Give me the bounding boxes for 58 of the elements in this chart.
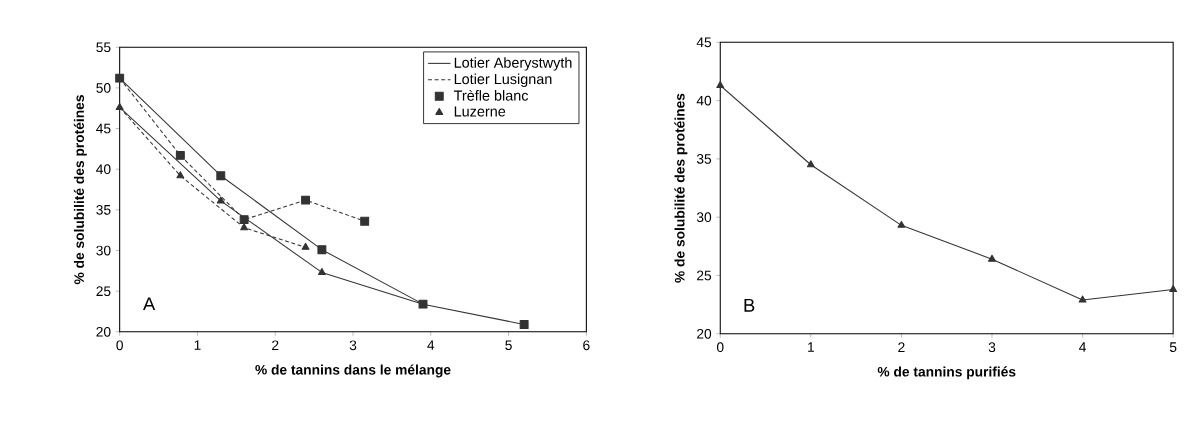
y-tick-label: 40 [696,95,712,106]
y-tick-label: 25 [697,270,712,281]
point [301,195,311,205]
point [239,215,249,224]
legend-label: Trèfle blanc [453,89,529,101]
point [115,102,124,110]
y-axis-title: % de solubilité des protéines [73,94,87,285]
legend-label: Lotier Lusignan [454,73,552,87]
x-axis-title: % de tannins purifiés [877,366,1016,380]
y-tick-label: 20 [96,326,111,337]
y-axis-title: % de solubilité des protéines [674,93,688,283]
x-axis-title: % de tannins dans le mélange [255,364,451,378]
point [988,254,996,262]
y-tick-label: 30 [696,212,712,222]
x-tick-label: 2 [272,340,279,350]
point [360,216,370,226]
point [418,299,428,309]
y-tick-label: 50 [96,82,111,93]
point [317,245,327,255]
x-tick-label: 4 [1079,342,1086,352]
annotation: B [744,298,755,312]
point [519,319,529,329]
point [175,150,185,160]
y-tick-label: 30 [96,245,111,256]
y-tick-label: 25 [96,286,111,296]
point [301,242,310,250]
y-tick-label: 35 [96,204,111,215]
y-tick-label: 55 [96,42,111,52]
y-tick-label: 45 [96,123,111,134]
point [1169,284,1178,292]
y-tick-label: 35 [696,153,712,164]
point [806,160,815,168]
x-tick-label: 5 [505,340,512,350]
legend-label: Luzerne [454,106,506,117]
point [240,223,249,231]
x-tick-label: 0 [116,340,123,350]
x-tick-label: 5 [1169,342,1177,352]
point [317,267,326,275]
x-tick-label: 3 [349,340,357,350]
y-tick-label: 40 [96,164,111,174]
x-tick-label: 1 [194,340,201,350]
point [897,220,906,228]
x-tick-label: 0 [716,342,724,352]
point [716,80,725,88]
point [115,73,125,83]
point [216,196,225,204]
annotation: A [143,297,156,310]
x-tick-label: 3 [988,342,996,352]
legend-label: Lotier Aberystwyth [454,57,572,71]
x-tick-label: 1 [808,342,814,352]
y-tick-label: 20 [697,328,712,339]
x-tick-label: 2 [898,342,905,352]
y-tick-label: 45 [696,37,712,48]
x-tick-label: 6 [583,340,590,350]
point [216,171,226,181]
point [1078,295,1087,303]
point [176,171,185,179]
x-tick-label: 4 [427,340,435,350]
